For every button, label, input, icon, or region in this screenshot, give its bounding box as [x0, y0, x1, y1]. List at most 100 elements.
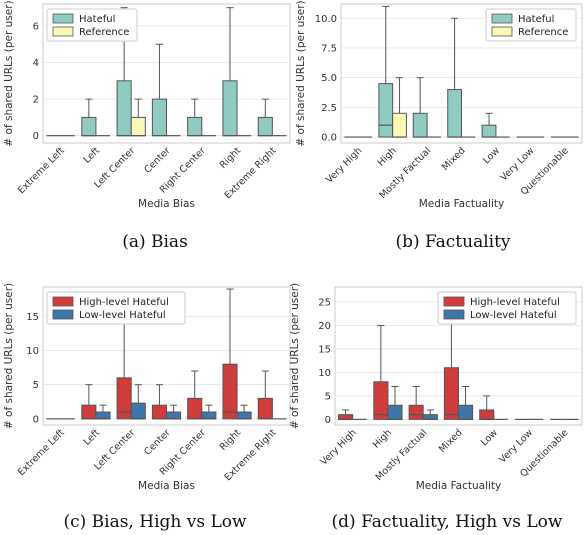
panel-a-xtick-label: Right [218, 145, 244, 171]
legend-label: Hateful [518, 14, 554, 25]
legend-swatch [52, 13, 74, 24]
panel-c-box-a [81, 384, 97, 420]
legend-swatch [491, 13, 513, 24]
panel-a-xtick-label: Center [142, 145, 172, 175]
panel-c-ylabel: # of shared URLs (per user) [3, 283, 15, 429]
box-body [187, 116, 203, 137]
box-body [481, 124, 497, 138]
box-body [151, 98, 167, 137]
legend-swatch [443, 296, 465, 307]
box-body [412, 112, 428, 138]
panel-d-ytick-label: 5 [325, 391, 331, 402]
panel-b-ytick-label: 2.5 [321, 103, 337, 114]
panel-b-xtick-label: Very High [324, 145, 364, 185]
legend-label: Low-level Hateful [470, 310, 557, 321]
box-body [222, 363, 238, 420]
panel-b-box-a [447, 17, 463, 138]
box-body [81, 404, 97, 420]
legend-swatch [443, 309, 465, 320]
box-body [95, 411, 111, 420]
panel-d-ytick-label: 25 [318, 298, 331, 309]
panel-d-box-a [479, 395, 495, 420]
legend-label: High-level Hateful [470, 297, 560, 308]
box-body [130, 116, 146, 137]
panel-b-ylabel: # of shared URLs (per user) [295, 0, 307, 146]
panel-c-box-a [257, 370, 273, 420]
panel-a-box-a [151, 43, 167, 137]
panel-b-xtick-label: Low [481, 145, 502, 166]
box-body [422, 414, 438, 420]
panel-b-box-a [378, 5, 394, 138]
panel-a-legend: Hateful Reference [46, 8, 138, 42]
box-body [378, 83, 394, 138]
panel-d-box-b [458, 386, 474, 420]
box-body [166, 411, 182, 420]
box-body [387, 404, 403, 420]
panel-c-caption: (c) Bias, High vs Low [63, 512, 247, 532]
panel-a-xlabel: Media Bias [138, 198, 195, 210]
panel-d-xtick-label: Very High [318, 427, 358, 467]
legend-swatch [52, 309, 74, 320]
panel-c-xtick-label: Right [218, 427, 244, 453]
panel-c-box-b [166, 404, 182, 420]
panel-d-legend: High-level Hateful Low-level Hateful [437, 291, 577, 325]
box-body [458, 404, 474, 420]
box-body [81, 116, 97, 137]
box-body [151, 404, 167, 420]
box-body [479, 409, 495, 420]
legend-label: Reference [518, 27, 568, 38]
box-body [257, 397, 273, 420]
panel-b-ytick-label: 5.0 [321, 73, 337, 84]
panel-c-legend: High-level Hateful Low-level Hateful [46, 291, 186, 325]
panel-d-xtick-label: High [371, 427, 394, 450]
panel-d-caption: (d) Factuality, High vs Low [332, 512, 563, 532]
panel-b-box-a [412, 77, 428, 138]
panel-b-ytick-label: 0.0 [321, 133, 337, 144]
box-body [222, 80, 238, 137]
box-body [408, 404, 424, 420]
panel-c-box-a [222, 288, 238, 420]
panel-c-ytick-label: 5 [33, 380, 39, 391]
panel-c-ytick-label: 15 [26, 312, 39, 323]
panel-a-xtick-label: Left [82, 145, 103, 166]
panel-c-box-a [116, 315, 132, 420]
panel-b-box-a [481, 112, 497, 138]
legend-swatch [52, 26, 74, 37]
panel-b-xtick-label: Mixed [440, 145, 468, 173]
panel-c-xtick-label: Extreme Left [16, 427, 67, 478]
box-body [443, 367, 459, 420]
panel-b-xtick-label: High [376, 145, 399, 168]
panel-a-box-a [222, 7, 238, 137]
panel-a-box-b [130, 98, 146, 137]
panel-b-ytick-label: 7.5 [321, 43, 337, 54]
panel-c-box-b [236, 404, 252, 420]
panel-b-xlabel: Media Factuality [419, 198, 505, 210]
panel-c-xlabel: Media Bias [138, 480, 195, 492]
box-body [130, 402, 146, 420]
panel-a-ytick-label: 4 [33, 58, 39, 69]
panel-c-ytick-label: 10 [26, 346, 39, 357]
panel-a-box-a [81, 98, 97, 137]
panel-d-ytick-label: 20 [318, 321, 331, 332]
panel-d-box-a [443, 292, 459, 420]
panel-d-box-b [422, 409, 438, 420]
legend-label: High-level Hateful [79, 297, 169, 308]
panel-c-box-b [95, 404, 111, 420]
panel-a-xtick-label: Extreme Left [16, 145, 67, 196]
legend-label: Hateful [79, 14, 115, 25]
box-body [257, 116, 273, 137]
legend-frame [46, 291, 186, 325]
panel-d-ytick-label: 0 [325, 415, 331, 426]
panel-a-ylabel: # of shared URLs (per user) [3, 0, 15, 146]
box-body [338, 414, 354, 420]
panel-c-box-b [201, 404, 217, 420]
legend-swatch [491, 26, 513, 37]
panel-d-box-a [338, 409, 354, 420]
panel-c-xtick-label: Left [82, 427, 103, 448]
panel-d-ytick-label: 10 [318, 368, 331, 379]
panel-c-ytick-label: 0 [33, 414, 39, 425]
